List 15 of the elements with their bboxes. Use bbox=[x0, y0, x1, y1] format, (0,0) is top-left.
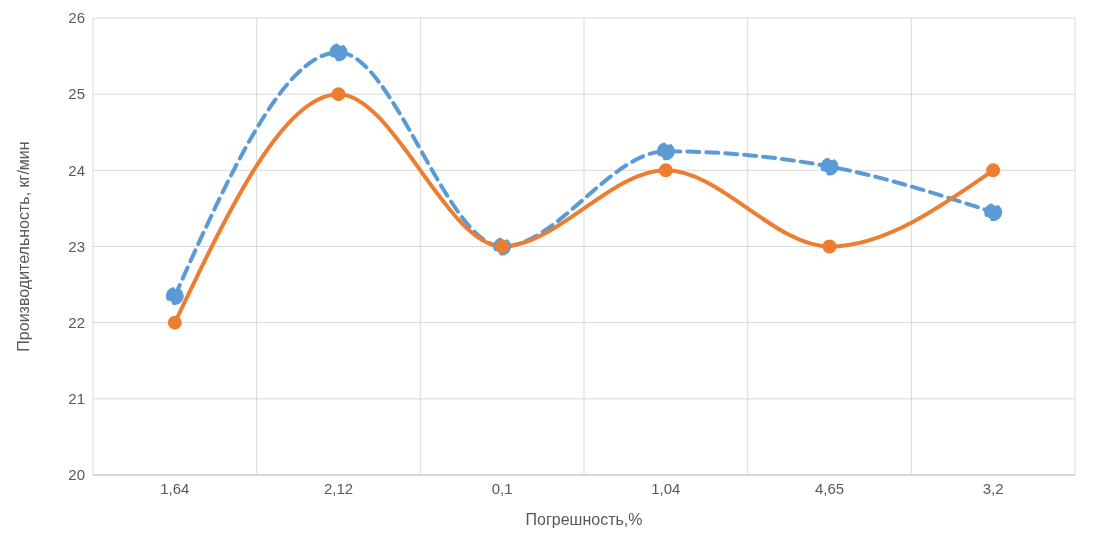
y-tick-label: 23 bbox=[68, 237, 85, 255]
x-tick-label: 4,65 bbox=[814, 479, 845, 497]
y-tick-label: 20 bbox=[68, 466, 85, 484]
y-tick-label: 22 bbox=[68, 313, 85, 331]
x-tick-label: 1,64 bbox=[160, 479, 190, 497]
y-tick-label: 26 bbox=[68, 9, 85, 27]
x-tick-label: 0,1 bbox=[491, 479, 513, 497]
x-tick-label: 3,2 bbox=[982, 479, 1004, 497]
y-tick-label: 25 bbox=[68, 85, 85, 103]
y-axis-title: Производительность, кг/мин bbox=[14, 141, 32, 352]
x-tick-label: 2,12 bbox=[323, 479, 354, 497]
y-tick-label: 24 bbox=[68, 161, 85, 179]
y-tick-label: 21 bbox=[68, 390, 85, 408]
x-tick-label: 1,04 bbox=[651, 479, 681, 497]
x-axis-title: Погрешность,% bbox=[525, 511, 643, 528]
